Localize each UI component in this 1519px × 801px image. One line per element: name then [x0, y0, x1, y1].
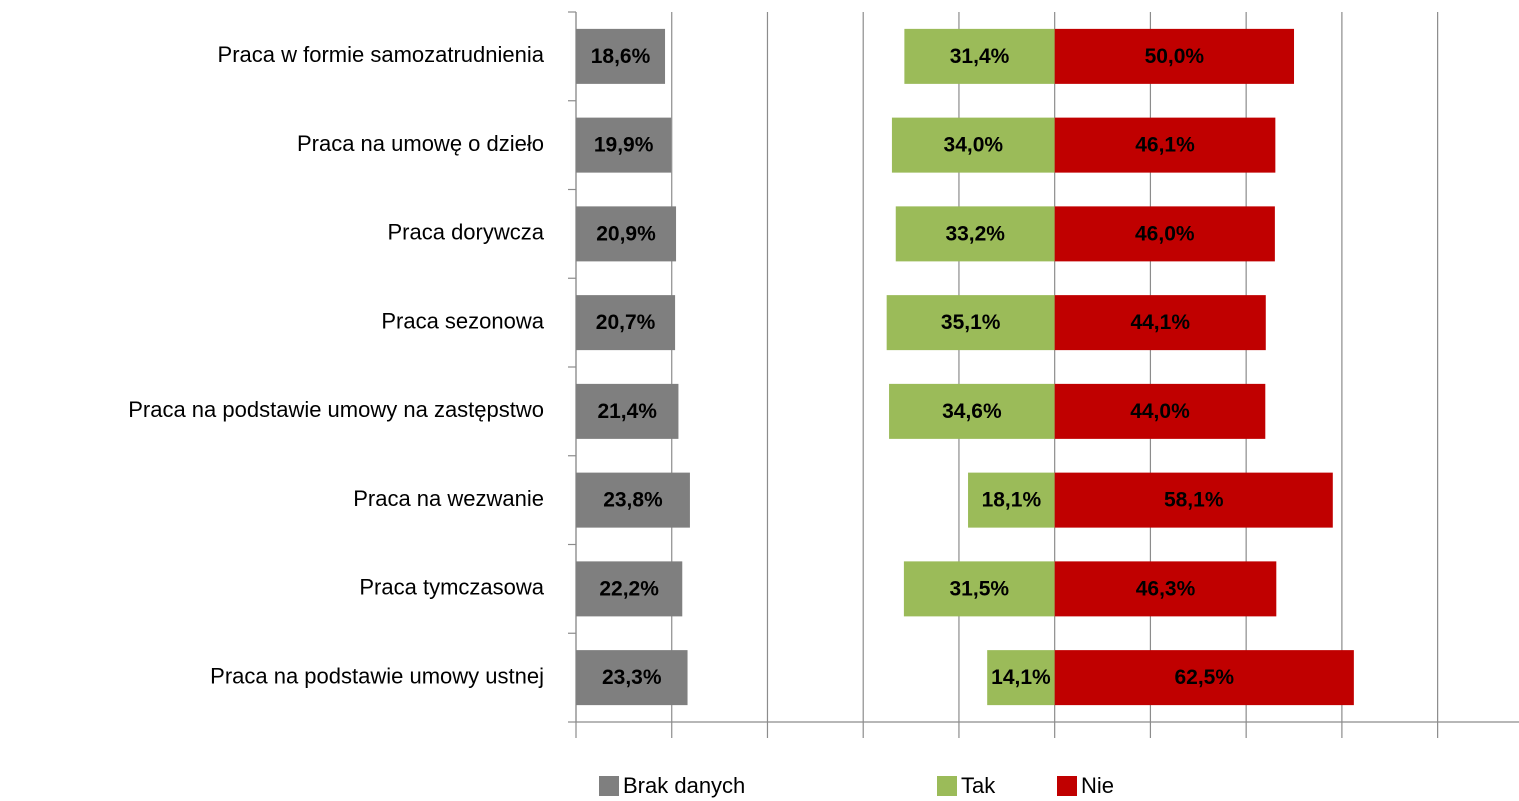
- bar: [576, 117, 672, 173]
- value-label: 19,9%: [594, 134, 654, 157]
- bar: [891, 117, 1055, 173]
- bar: [1054, 28, 1295, 84]
- value-label: 46,3%: [1136, 577, 1196, 600]
- bar: [576, 206, 677, 262]
- value-label: 18,1%: [982, 489, 1042, 512]
- value-label: 44,1%: [1130, 311, 1190, 334]
- legend-swatch: [599, 776, 619, 796]
- value-label: 14,1%: [991, 666, 1051, 689]
- category-label: Praca na podstawie umowy ustnej: [210, 663, 544, 688]
- bar: [1054, 206, 1275, 262]
- value-label: 23,8%: [603, 489, 663, 512]
- value-label: 33,2%: [945, 222, 1005, 245]
- bar: [576, 650, 688, 706]
- category-label: Praca na podstawie umowy na zastępstwo: [128, 397, 544, 422]
- value-label: 58,1%: [1164, 489, 1224, 512]
- legend-label: Nie: [1081, 773, 1114, 798]
- bar: [576, 28, 666, 84]
- value-label: 20,7%: [596, 311, 656, 334]
- category-label: Praca w formie samozatrudnienia: [218, 42, 545, 67]
- value-label: 18,6%: [591, 45, 651, 68]
- bar: [895, 206, 1055, 262]
- legend-swatch: [1057, 776, 1077, 796]
- value-label: 21,4%: [597, 400, 657, 423]
- value-label: 20,9%: [596, 222, 656, 245]
- bar: [1054, 383, 1266, 439]
- bar: [987, 650, 1055, 706]
- bar: [968, 472, 1055, 528]
- value-label: 34,0%: [944, 134, 1004, 157]
- bar: [576, 295, 676, 351]
- value-label: 22,2%: [599, 577, 659, 600]
- legend-swatch: [937, 776, 957, 796]
- value-label: 35,1%: [941, 311, 1001, 334]
- bar: [889, 383, 1055, 439]
- bar: [1054, 117, 1276, 173]
- value-label: 31,5%: [950, 577, 1010, 600]
- value-label: 44,0%: [1130, 400, 1190, 423]
- bar: [903, 561, 1055, 617]
- value-label: 50,0%: [1145, 45, 1205, 68]
- category-label: Praca na umowę o dzieło: [297, 131, 544, 156]
- value-label: 31,4%: [950, 45, 1010, 68]
- bar: [1054, 561, 1277, 617]
- value-label: 62,5%: [1174, 666, 1234, 689]
- bar: [1054, 650, 1354, 706]
- legend-label: Tak: [961, 773, 996, 798]
- bar: [904, 28, 1055, 84]
- category-label: Praca na wezwanie: [353, 486, 544, 511]
- bar: [576, 561, 683, 617]
- bar: [886, 295, 1055, 351]
- category-label: Praca sezonowa: [381, 308, 544, 333]
- bar: [576, 472, 690, 528]
- category-label: Praca dorywcza: [387, 220, 544, 245]
- legend-label: Brak danych: [623, 773, 745, 798]
- value-label: 46,1%: [1135, 134, 1195, 157]
- value-label: 23,3%: [602, 666, 662, 689]
- value-label: 34,6%: [942, 400, 1002, 423]
- value-label: 46,0%: [1135, 222, 1195, 245]
- bar: [576, 383, 679, 439]
- bar: [1054, 295, 1266, 351]
- category-label: Praca tymczasowa: [359, 575, 544, 600]
- bar: [1054, 472, 1333, 528]
